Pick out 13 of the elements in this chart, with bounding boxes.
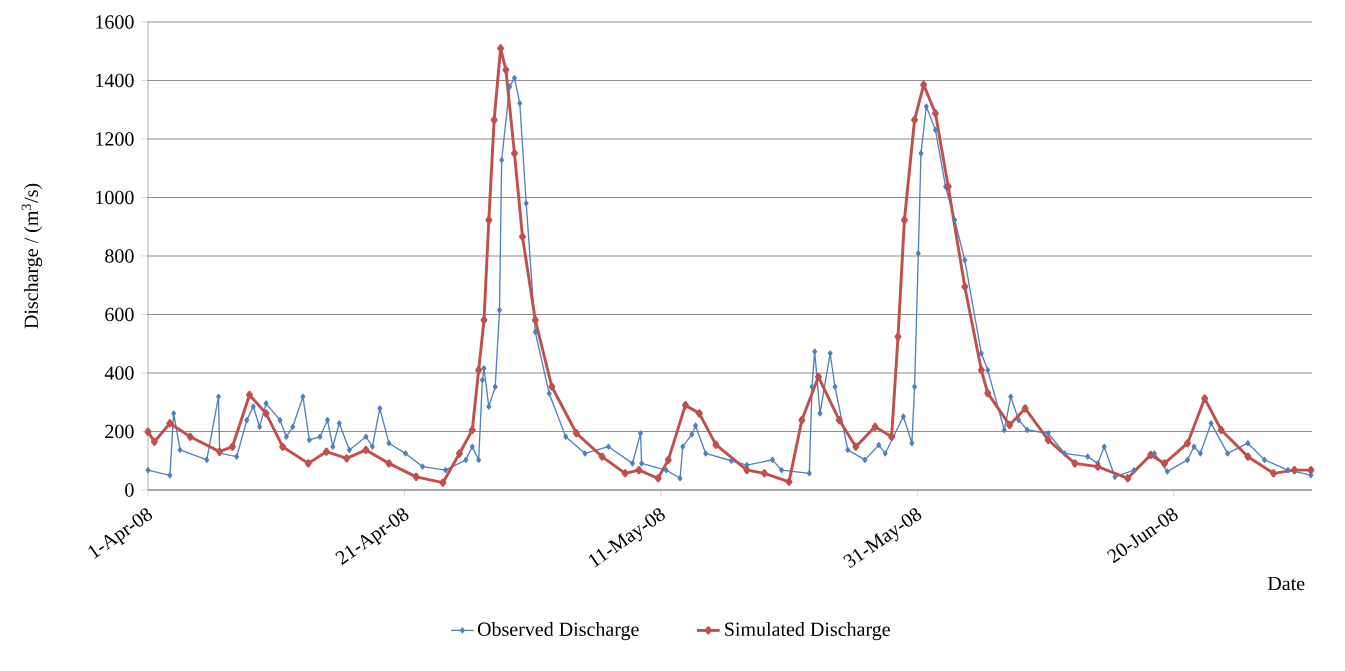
y-tick-label: 1000 xyxy=(96,190,134,205)
y-tick-label: 600 xyxy=(105,307,134,322)
legend-label: Observed Discharge xyxy=(477,621,639,641)
y-tick-label: 400 xyxy=(104,366,134,380)
y-tick-label: 1400 xyxy=(96,73,134,88)
x-axis-title: Date xyxy=(1267,576,1305,591)
y-tick-label: 200 xyxy=(105,424,134,439)
y-tick-label: 1200 xyxy=(96,132,134,146)
legend-label: Simulated Discharge xyxy=(725,621,890,641)
y-tick-label: 0 xyxy=(125,483,134,497)
y-tick-label: 1600 xyxy=(96,15,134,29)
y-tick-label: 800 xyxy=(105,249,134,263)
y-axis-title: Discharge / (m$^{3}$/s) xyxy=(21,183,43,329)
